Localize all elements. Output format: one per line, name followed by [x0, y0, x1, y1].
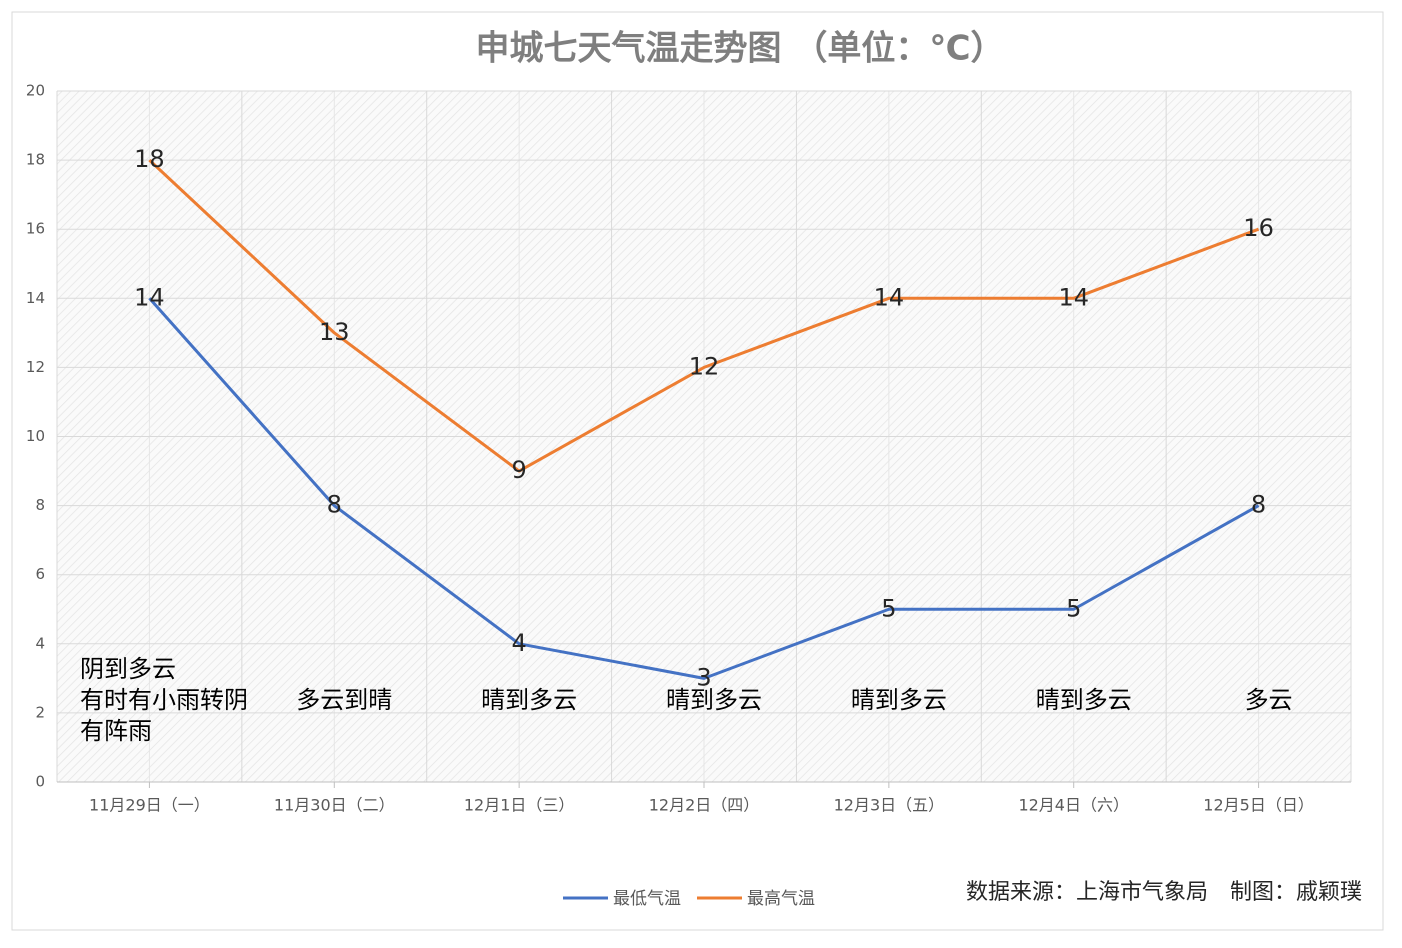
legend-label: 最低气温 [613, 889, 681, 909]
weather-label: 晴到多云 [481, 686, 577, 714]
y-tick-label: 8 [35, 496, 45, 514]
x-tick-label: 11月30日（二） [274, 796, 395, 815]
x-tick-label: 11月29日（一） [89, 796, 210, 815]
data-label: 14 [1058, 283, 1089, 311]
data-label: 5 [881, 594, 896, 622]
y-tick-label: 12 [26, 358, 45, 376]
series-line [148, 297, 1260, 680]
data-label: 12 [689, 352, 720, 380]
y-tick-label: 18 [26, 151, 45, 169]
weather-label: 晴到多云 [666, 686, 762, 714]
data-label: 5 [1066, 594, 1081, 622]
y-tick-label: 20 [26, 82, 45, 100]
x-tick-label: 12月5日（日） [1203, 796, 1314, 815]
x-tick-label: 12月4日（六） [1018, 796, 1129, 815]
data-label: 4 [512, 629, 527, 657]
data-label: 9 [512, 456, 527, 484]
weather-label: 多云到晴 [296, 686, 392, 714]
data-label: 3 [696, 663, 711, 691]
y-tick-label: 14 [26, 289, 45, 307]
data-label: 8 [327, 491, 342, 519]
weather-label: 多云 [1245, 686, 1293, 714]
y-tick-label: 2 [35, 703, 45, 721]
weather-label: 晴到多云 [1036, 686, 1132, 714]
weather-label: 阴到多云 [80, 655, 176, 683]
y-tick-label: 10 [26, 427, 45, 445]
chart-title: 申城七天气温走势图 （单位：℃） [475, 29, 1004, 69]
data-label: 8 [1251, 491, 1266, 519]
data-label: 18 [134, 145, 165, 173]
weather-label: 晴到多云 [851, 686, 947, 714]
y-tick-label: 0 [35, 773, 45, 791]
data-label: 16 [1243, 214, 1274, 242]
data-label: 14 [134, 283, 165, 311]
x-tick-label: 12月1日（三） [464, 796, 575, 815]
y-tick-label: 16 [26, 220, 45, 238]
legend-label: 最高气温 [747, 889, 815, 909]
series-line [148, 159, 1260, 473]
data-label: 13 [319, 318, 350, 346]
weather-label: 有阵雨 [80, 717, 152, 745]
y-tick-label: 4 [35, 634, 45, 652]
weather-label: 有时有小雨转阴 [80, 686, 248, 714]
x-tick-label: 12月2日（四） [649, 796, 760, 815]
y-tick-label: 6 [35, 565, 45, 583]
data-label: 14 [874, 283, 905, 311]
x-tick-label: 12月3日（五） [834, 796, 945, 815]
source-note: 数据来源：上海市气象局 制图：戚颖璞 [966, 880, 1362, 905]
